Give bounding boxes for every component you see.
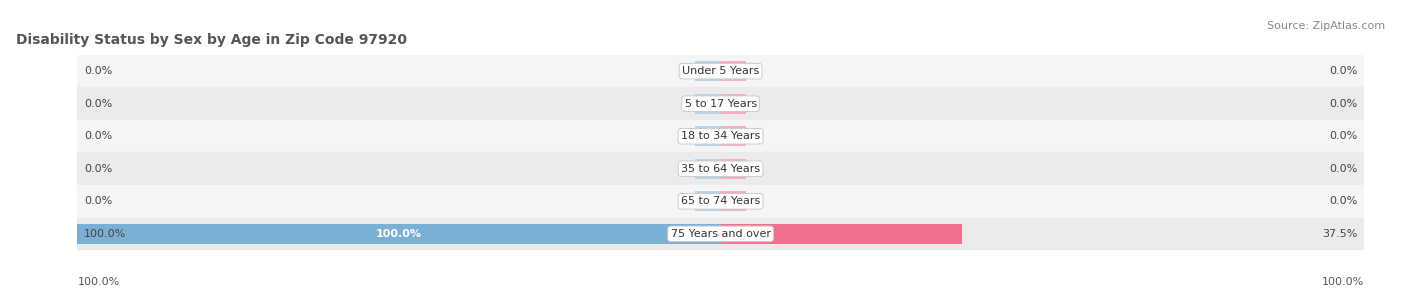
Text: 100.0%: 100.0% — [77, 277, 120, 287]
Text: 0.0%: 0.0% — [84, 196, 112, 206]
Bar — [77, 152, 1364, 185]
Text: 0.0%: 0.0% — [84, 164, 112, 174]
Bar — [77, 217, 1364, 250]
Text: 65 to 74 Years: 65 to 74 Years — [681, 196, 761, 206]
Text: 0.0%: 0.0% — [84, 99, 112, 109]
Text: 0.0%: 0.0% — [1329, 99, 1357, 109]
Text: Source: ZipAtlas.com: Source: ZipAtlas.com — [1267, 21, 1385, 31]
Text: Disability Status by Sex by Age in Zip Code 97920: Disability Status by Sex by Age in Zip C… — [15, 33, 406, 47]
Text: 18 to 34 Years: 18 to 34 Years — [681, 131, 761, 141]
Bar — [721, 191, 747, 211]
Bar — [77, 120, 1364, 152]
Text: 35 to 64 Years: 35 to 64 Years — [681, 164, 761, 174]
Bar — [695, 61, 721, 81]
Text: 75 Years and over: 75 Years and over — [671, 229, 770, 239]
Bar — [721, 126, 747, 146]
Text: 0.0%: 0.0% — [1329, 196, 1357, 206]
Text: 0.0%: 0.0% — [1329, 131, 1357, 141]
Bar — [77, 224, 721, 244]
Bar — [695, 159, 721, 179]
Bar — [77, 185, 1364, 217]
Bar — [77, 55, 1364, 88]
Text: 0.0%: 0.0% — [1329, 66, 1357, 76]
Text: 0.0%: 0.0% — [1329, 164, 1357, 174]
Bar — [721, 61, 747, 81]
Bar — [721, 224, 962, 244]
Text: 0.0%: 0.0% — [84, 131, 112, 141]
Bar — [721, 94, 747, 114]
Bar — [695, 191, 721, 211]
Bar — [77, 88, 1364, 120]
Text: 5 to 17 Years: 5 to 17 Years — [685, 99, 756, 109]
Text: Under 5 Years: Under 5 Years — [682, 66, 759, 76]
Bar — [721, 159, 747, 179]
Bar — [695, 126, 721, 146]
Bar — [695, 94, 721, 114]
Text: 100.0%: 100.0% — [84, 229, 127, 239]
Text: 100.0%: 100.0% — [1322, 277, 1364, 287]
Text: 37.5%: 37.5% — [1322, 229, 1357, 239]
Text: 100.0%: 100.0% — [375, 229, 422, 239]
Text: 0.0%: 0.0% — [84, 66, 112, 76]
